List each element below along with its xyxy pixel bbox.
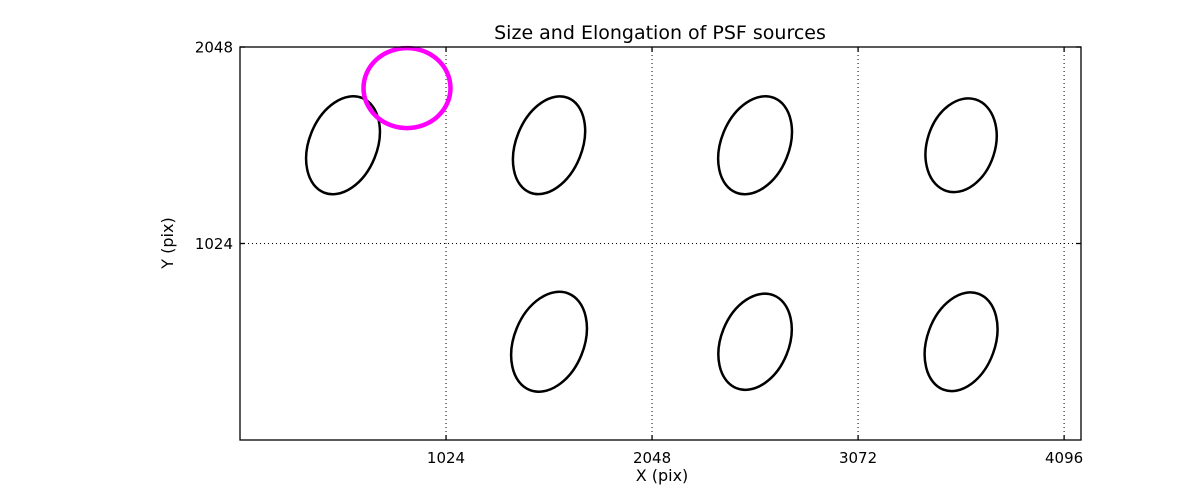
y-axis-label: Y (pix) [158, 217, 177, 269]
x-axis-label: X (pix) [636, 466, 689, 485]
psf-outlier-ellipse [361, 45, 453, 131]
x-tick-label-1024: 1024 [427, 449, 465, 467]
plot-title: Size and Elongation of PSF sources [494, 22, 826, 44]
psf-ellipse [304, 95, 382, 196]
x-tick-label-2048: 2048 [633, 449, 671, 467]
psf-ellipse [511, 95, 587, 196]
psf-ellipse [509, 290, 589, 393]
psf-ellipse [717, 292, 793, 392]
x-tick-label-4096: 4096 [1045, 449, 1083, 467]
y-tick-label-1024: 1024 [195, 235, 233, 253]
y-tick-labels: 1024 2048 [195, 39, 233, 254]
psf-ellipse [716, 95, 794, 196]
y-tick-label-2048: 2048 [195, 39, 233, 57]
psf-ellipse [924, 97, 998, 194]
psf-ellipse [923, 291, 999, 393]
x-tick-label-3072: 3072 [839, 449, 877, 467]
psf-ellipses [304, 45, 999, 393]
x-tick-labels: 1024 2048 3072 4096 [427, 449, 1083, 467]
plot-frame [239, 46, 1082, 441]
gridlines [240, 47, 1081, 440]
